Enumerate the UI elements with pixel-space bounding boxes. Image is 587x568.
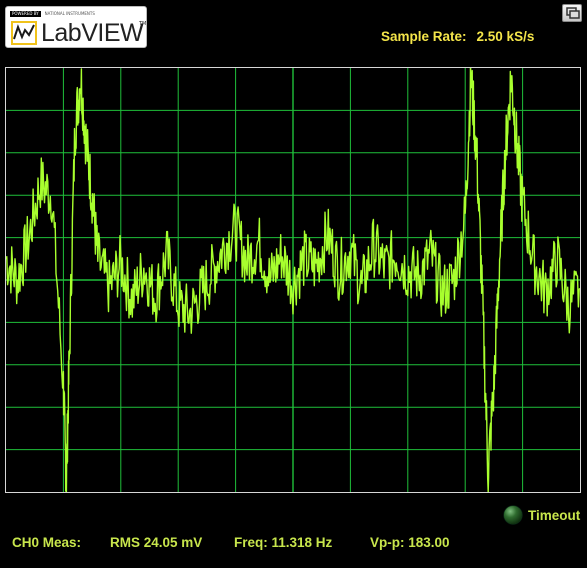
- plot-grid: [6, 68, 580, 492]
- waveform-plot: [6, 68, 580, 492]
- frequency-readout: Freq: 11.318 Hz: [234, 535, 333, 550]
- sample-rate-label: Sample Rate:: [381, 29, 467, 44]
- fullscreen-button[interactable]: [562, 4, 582, 22]
- oscilloscope-graph[interactable]: [5, 67, 581, 493]
- sample-rate-value: 2.50 kS/s: [476, 29, 535, 44]
- timeout-led-icon: [504, 506, 522, 524]
- logo-trademark: TM: [139, 21, 147, 27]
- fullscreen-icon: [566, 7, 580, 19]
- logo-powered-by: POWERED BY: [10, 11, 41, 17]
- sample-rate-readout: Sample Rate: 2.50 kS/s: [381, 29, 534, 44]
- labview-logo: POWERED BY NATIONAL INSTRUMENTS LabVIEW …: [5, 6, 147, 48]
- logo-topbar: POWERED BY NATIONAL INSTRUMENTS: [10, 11, 134, 17]
- ch0-meas-label: CH0 Meas:: [12, 535, 82, 550]
- timeout-label: Timeout: [528, 507, 581, 523]
- labview-glyph-icon: [11, 21, 37, 45]
- logo-company: NATIONAL INSTRUMENTS: [44, 11, 95, 16]
- logo-product-name: LabVIEW: [41, 19, 144, 47]
- rms-readout: RMS 24.05 mV: [110, 535, 203, 550]
- waveform-trace: [6, 68, 580, 492]
- waveform-trace-group: [6, 68, 580, 492]
- timeout-indicator: Timeout: [504, 505, 580, 525]
- vpp-readout: Vp-p: 183.00: [370, 535, 450, 550]
